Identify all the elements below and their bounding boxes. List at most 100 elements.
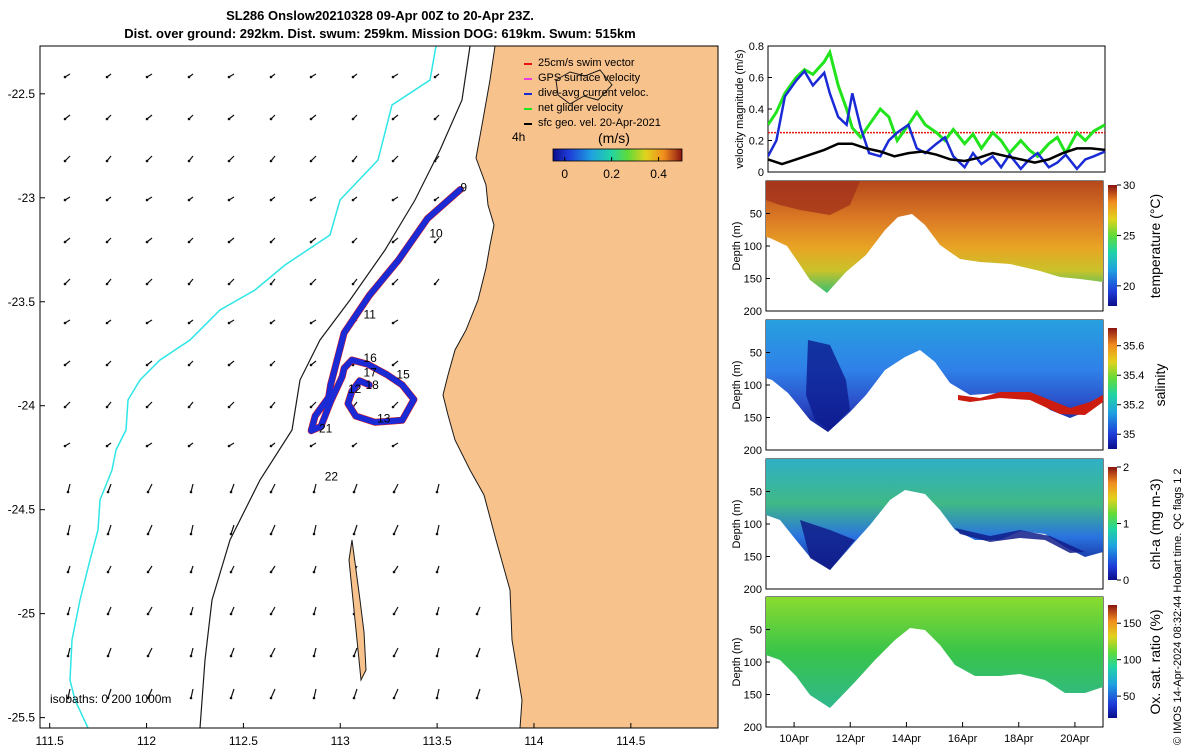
current-arrow-head [309,282,313,286]
current-arrow-head [145,282,149,286]
current-arrow-head [63,240,67,244]
current-arrow-head [189,654,193,658]
current-arrow [230,647,235,657]
current-arrow [67,688,71,699]
current-arrow [393,647,399,657]
day-marker-label: 13 [377,411,391,425]
colorbar-tick-label: 2 [1123,462,1129,474]
colorbar-tick-label: 50 [1123,691,1135,703]
time-tick-label: 20Apr [1060,733,1090,745]
current-arrow-head [309,117,313,121]
salinity-panel: 50 100 150 200 35 35.2 35.4 35.6 Depth (m) sal… [731,319,1168,457]
map-frame [39,45,719,729]
depth-tick-label: 100 [744,519,762,531]
current-arrow-head [309,198,313,202]
day-marker-label: 22 [325,470,339,484]
current-arrow-head [106,696,110,700]
current-arrow-head [106,570,110,574]
current-arrow-head [187,444,191,448]
current-arrow-head [145,405,149,409]
chlorophyll-y-axis: 50 100 150 200 [744,487,770,596]
colorbar-tick-label: 150 [1123,618,1141,630]
current-arrow [230,524,235,535]
current-arrow-head [227,159,231,163]
current-arrow-head [227,117,231,121]
current-arrow-head [106,490,110,494]
current-velocity-line [768,69,1105,171]
current-arrow-head [391,363,395,367]
current-arrow-head [312,612,316,616]
depth-tick-label: 150 [744,690,762,702]
current-arrow [476,688,481,699]
current-arrow-head [313,735,316,738]
current-arrow-head [105,363,109,367]
current-arrow-head [312,570,316,574]
time-scale-label: 4h [512,130,525,144]
depth-tick-label: 50 [750,487,762,499]
temperature-y-axis: 50 100 150 200 [744,209,770,318]
depth-tick-label: 100 [744,241,762,253]
current-arrow [107,647,112,657]
current-arrow-head [392,696,396,700]
map-y-tick-label: -23.5 [8,295,36,309]
current-arrow-head [187,363,191,367]
legend-swim-vector: 25cm/s swim vector [538,57,635,69]
isobath-200m [199,46,471,728]
legend-gps-velocity: GPS surface velocity [538,72,641,84]
current-arrow [107,524,112,535]
current-arrow-head [187,159,191,163]
current-arrow-head [229,696,233,700]
current-arrow-head [227,321,231,325]
current-arrow [230,688,235,699]
current-arrow-head [351,444,355,448]
current-arrow [393,483,399,493]
current-arrow-head [145,240,149,244]
map-y-tick-label: -22.5 [8,87,36,101]
map-x-tick-label: 113.5 [423,734,452,748]
current-arrow-head [433,282,437,286]
map-x-tick-label: 112 [137,734,156,748]
current-arrow [353,524,358,535]
map-y-tick-label: -24.5 [8,503,36,517]
current-arrow-head [309,363,313,367]
oxygen-ylabel: Depth (m) [731,638,743,687]
colorbar-tick-label: 1 [1123,519,1129,531]
day-marker-label: 10 [429,226,443,240]
current-arrow [147,647,153,657]
current-arrow-head [392,654,396,658]
map-colorbar-ticks: 0 0.2 0.4 [561,157,667,181]
map-colorbar-tick-label: 0.2 [603,167,620,181]
current-arrow-head [391,444,395,448]
chlorophyll-colorbar [1108,467,1117,580]
current-arrow-head [105,282,109,286]
current-arrow-head [146,490,150,494]
oxygen-clabel: Ox. sat. ratio (%) [1147,609,1163,714]
map-x-tick-label: 114 [524,734,543,748]
velocity-panel: 0 0.2 0.4 0.6 0.8 velocity magnitude (m/s) [734,41,1106,179]
current-arrow-head [105,75,109,79]
chlorophyll-deep-low-east [955,528,1085,553]
current-arrow-head [435,612,439,616]
current-arrow-head [312,696,316,700]
current-arrow [314,730,316,736]
current-arrow-head [309,444,313,448]
current-arrow [313,524,317,535]
current-arrow-head [351,75,355,79]
map-x-tick-label: 113 [331,734,350,748]
current-arrow-head [269,654,273,658]
current-arrow-head [189,570,193,574]
depth-tick-label: 200 [744,445,762,457]
current-arrow-head [189,490,193,494]
current-arrow-head [351,117,355,121]
figure-title-line2: Dist. over ground: 292km. Dist. swum: 25… [124,26,636,41]
current-arrow-head [145,321,149,325]
velocity-y-tick-label: 0.4 [749,104,764,116]
current-arrow-head [63,75,67,79]
figure-title-line1: SL286 Onslow20210328 09-Apr 00Z to 20-Ap… [226,8,534,23]
temperature-ylabel: Depth (m) [731,222,743,271]
day-marker-label: 15 [396,368,410,382]
current-arrow-head [66,532,70,536]
current-arrow-head [106,532,110,536]
